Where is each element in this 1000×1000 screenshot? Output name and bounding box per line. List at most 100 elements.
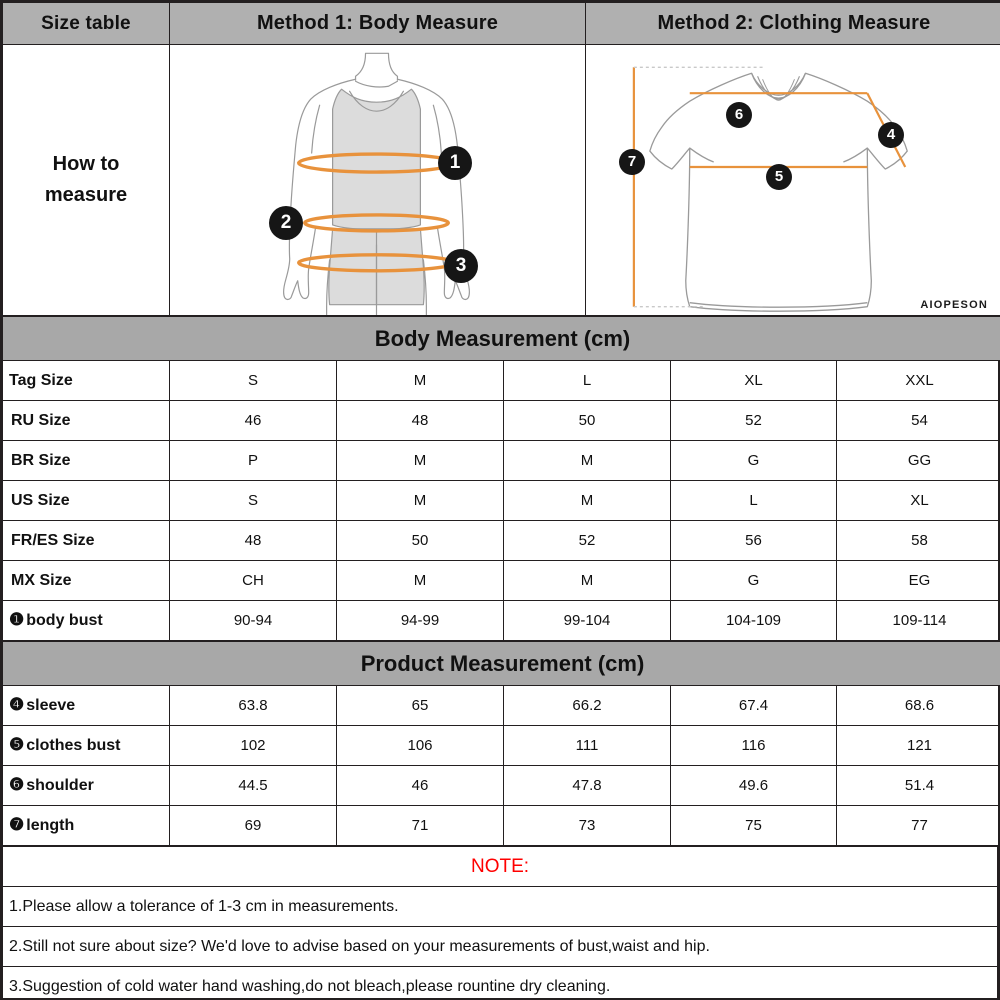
note-row: 3.Suggestion of cold water hand washing,… [2,966,998,1000]
table-row: ❺ clothes bust 102 106 111 116 121 [2,725,1000,766]
header-method-1: Method 1: Body Measure [169,2,586,45]
cell-value: 58 [835,520,1000,561]
table-row: FR/ES Size 48 50 52 56 58 [2,520,1000,561]
tag-size-xl: XL [670,360,837,401]
row-label: BR Size [11,452,71,469]
body-measurement-title: Body Measurement (cm) [1,316,1000,361]
cell-value: M [503,480,671,521]
cell-value: 71 [336,805,504,846]
shirt-badge-7: 7 [619,149,645,175]
brand-watermark: AIOPESON [920,299,988,311]
cell-value: S [169,480,337,521]
row-label: sleeve [26,697,76,714]
cell-value: 52 [670,400,837,441]
tag-size-row: Tag Size S M L XL XXL [2,360,1000,401]
cell-value: 75 [670,805,837,846]
cell-value: 52 [503,520,671,561]
illustration-table: Size table Method 1: Body Measure Method… [2,2,1000,316]
cell-value: L [670,480,837,521]
body-measurement-table: Body Measurement (cm) Tag Size S M L XL … [1,316,1000,641]
note-row: 2.Still not sure about size? We'd love t… [2,926,998,967]
tag-size-s: S [169,360,337,401]
cell-value: 77 [836,805,1000,846]
row-label: FR/ES Size [11,532,95,549]
body-badge-2: 2 [269,206,303,240]
body-figure-cell: 1 2 3 [169,44,586,316]
cell-value: 106 [336,725,504,766]
cell-value: 99-104 [503,600,671,641]
tag-size-xxl: XXL [835,360,1000,401]
how-to-measure-cell: How to measure [2,44,170,316]
cell-value: 48 [336,400,504,441]
body-badge-1: 1 [438,146,472,180]
cell-value: M [336,440,504,481]
shirt-badge-5: 5 [766,164,792,190]
cell-value: 109-114 [835,600,1000,641]
cell-value: CH [169,560,337,601]
cell-value: G [670,560,837,601]
cell-value: 54 [835,400,1000,441]
row-marker: ❶ [9,610,25,629]
top-header-row: Size table Method 1: Body Measure Method… [2,2,1000,45]
row-label: shoulder [26,777,94,794]
row-marker: ❹ [9,695,25,714]
table-row: MX Size CH M M G EG [2,560,1000,601]
note-title: NOTE: [2,846,998,887]
illustration-row: How to measure [2,44,1000,316]
shirt-figure-cell: 4 5 6 7 AIOPESON [585,44,1000,316]
table-row: ❼ length 69 71 73 75 77 [2,805,1000,846]
table-row: RU Size 46 48 50 52 54 [2,400,1000,441]
how-to-measure-text: How to measure [3,149,169,211]
product-measurement-banner: Product Measurement (cm) [2,641,1000,686]
note-title-row: NOTE: [2,846,998,887]
cell-value: 73 [503,805,671,846]
cell-value: 50 [503,400,671,441]
cell-value: 46 [336,765,504,806]
how-to-line-1: How to [52,153,120,175]
cell-value: 67.4 [670,685,837,726]
note-row: 1.Please allow a tolerance of 1-3 cm in … [2,886,998,927]
cell-value: 66.2 [503,685,671,726]
cell-value: 46 [169,400,337,441]
note-line-2: 2.Still not sure about size? We'd love t… [2,926,998,967]
shirt-figure-svg [632,66,908,312]
cell-value: M [336,560,504,601]
note-line-1: 1.Please allow a tolerance of 1-3 cm in … [2,886,998,927]
cell-value: G [670,440,837,481]
row-label: RU Size [11,412,71,429]
row-marker: ❻ [9,775,25,794]
cell-value: P [169,440,337,481]
cell-value: 68.6 [836,685,1000,726]
cell-value: 49.6 [670,765,837,806]
table-row: US Size S M M L XL [2,480,1000,521]
cell-value: 111 [503,725,671,766]
cell-value: 65 [336,685,504,726]
tag-size-l: L [503,360,671,401]
body-figure-svg [283,52,470,315]
shirt-badge-6: 6 [726,102,752,128]
cell-value: EG [835,560,1000,601]
cell-value: M [503,440,671,481]
product-measurement-title: Product Measurement (cm) [2,641,1000,686]
cell-value: GG [835,440,1000,481]
cell-value: M [336,480,504,521]
body-measurement-banner: Body Measurement (cm) [1,316,1000,361]
row-label: clothes bust [26,737,121,754]
cell-value: 48 [169,520,337,561]
cell-value: 90-94 [169,600,337,641]
cell-value: 44.5 [169,765,337,806]
body-badge-3: 3 [444,249,478,283]
cell-value: M [503,560,671,601]
shirt-badge-4: 4 [878,122,904,148]
header-method-2: Method 2: Clothing Measure [585,2,1000,45]
cell-value: 63.8 [169,685,337,726]
cell-value: 50 [336,520,504,561]
cell-value: 116 [670,725,837,766]
cell-value: 102 [169,725,337,766]
table-row: ❻ shoulder 44.5 46 47.8 49.6 51.4 [2,765,1000,806]
how-to-line-2: measure [44,184,128,206]
table-row: ❶ body bust 90-94 94-99 99-104 104-109 10… [2,600,1000,641]
cell-value: 104-109 [670,600,837,641]
cell-value: 47.8 [503,765,671,806]
